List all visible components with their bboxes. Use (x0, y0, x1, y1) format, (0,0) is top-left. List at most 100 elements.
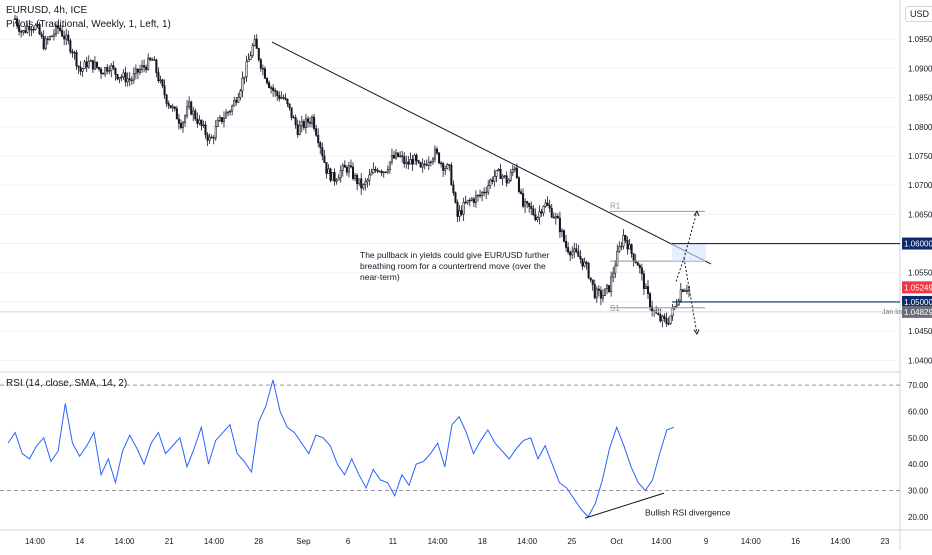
candle-body (124, 72, 127, 83)
candle-body (120, 76, 123, 79)
candle-body (528, 202, 531, 207)
candle-body (239, 90, 242, 98)
candle-body (46, 38, 49, 40)
candle-body (677, 300, 680, 306)
candle-body (339, 170, 342, 179)
candle-body (100, 68, 103, 74)
candle-body (667, 323, 670, 325)
candle-body (456, 202, 459, 217)
candle-body (118, 77, 121, 80)
candle-body (288, 103, 291, 109)
candle-body (603, 288, 607, 297)
divergence-line (584, 492, 665, 519)
candle-body (112, 65, 115, 69)
target-zone (672, 243, 706, 262)
candle-body (134, 68, 137, 74)
candle-body (143, 65, 146, 68)
candle-body (522, 193, 525, 207)
candle-body (165, 94, 168, 104)
candle-body (192, 110, 195, 115)
projection-down (683, 258, 698, 335)
candle-body (378, 170, 381, 173)
candle-body (196, 118, 199, 124)
candle-body (356, 175, 359, 185)
time-tick-label: 14:00 (741, 537, 762, 546)
candle-body (198, 119, 201, 124)
candle-body (483, 191, 486, 194)
candle-body (116, 74, 119, 80)
currency-label[interactable]: USD (905, 6, 932, 22)
candle-body (558, 217, 561, 233)
candle-body (24, 30, 27, 33)
candle-body (231, 105, 234, 112)
candle-body (169, 105, 172, 109)
candle-body (218, 117, 221, 121)
candle-body (249, 55, 252, 60)
analysis-note-line: breathing room for a countertrend move (… (360, 261, 546, 271)
rsi-divergence-label: Bullish RSI divergence (645, 508, 731, 518)
candle-body (507, 179, 510, 184)
candle-body (173, 106, 176, 109)
rsi-tick-label: 50.00 (908, 434, 929, 443)
candle-body (354, 175, 357, 179)
symbol-label[interactable]: EURUSD, 4h, ICE (6, 5, 88, 16)
candle-body (581, 258, 584, 267)
candle-body (263, 68, 266, 79)
candle-body (319, 142, 322, 148)
candle-body (669, 315, 672, 324)
jan-low-badge-label: 1.04829 (904, 308, 932, 317)
candle-body (59, 27, 62, 31)
rsi-tick-label: 30.00 (908, 487, 929, 496)
time-tick-label: 18 (478, 537, 487, 546)
candle-body (511, 169, 514, 173)
rsi-tick-label: 20.00 (908, 513, 929, 522)
candle-body (161, 79, 164, 86)
candle-body (272, 87, 275, 91)
candle-body (683, 290, 686, 292)
candle-body (401, 155, 404, 157)
candle-body (571, 251, 574, 256)
candle-body (304, 118, 307, 128)
candle-body (286, 98, 289, 105)
candle-body (659, 314, 662, 322)
candle-body (38, 24, 41, 35)
candle-body (257, 48, 260, 60)
jan-low-label: Jan low (882, 309, 907, 316)
candle-body (620, 245, 623, 248)
candle-body (347, 165, 350, 173)
price-tick-label: 1.06500 (908, 210, 932, 219)
candle-body (569, 251, 572, 256)
candle-body (395, 152, 398, 159)
rsi-label[interactable]: RSI (14, close, SMA, 14, 2) (6, 378, 128, 389)
trend-line (271, 41, 712, 265)
candle-body (274, 90, 277, 92)
last-price-label: 1.05249 (904, 283, 932, 292)
candle-body (241, 77, 244, 92)
price-tick-label: 1.09500 (908, 35, 932, 44)
time-tick-label: 14:00 (114, 537, 135, 546)
candle-body (188, 101, 191, 108)
candle-body (126, 78, 129, 83)
candle-body (386, 169, 389, 173)
candle-body (247, 59, 250, 62)
candle-body (311, 116, 314, 124)
candle-body (61, 30, 64, 37)
analysis-note-line: The pullback in yields could give EUR/US… (360, 250, 550, 260)
candle-body (296, 124, 299, 136)
candle-body (472, 198, 475, 203)
candle-body (214, 126, 217, 139)
candle-body (364, 181, 367, 186)
indicator-label[interactable]: Pivots (Traditional, Weekly, 1, Left, 1) (6, 19, 171, 30)
candle-body (292, 116, 295, 119)
candle-body (73, 52, 76, 54)
candle-body (321, 147, 324, 157)
candle-body (306, 118, 309, 123)
candle-body (587, 263, 590, 279)
candle-body (268, 82, 271, 88)
pivot-s1-label: S1 (610, 304, 620, 313)
candle-body (251, 45, 254, 56)
candle-body (167, 103, 170, 106)
candle-body (438, 152, 441, 164)
